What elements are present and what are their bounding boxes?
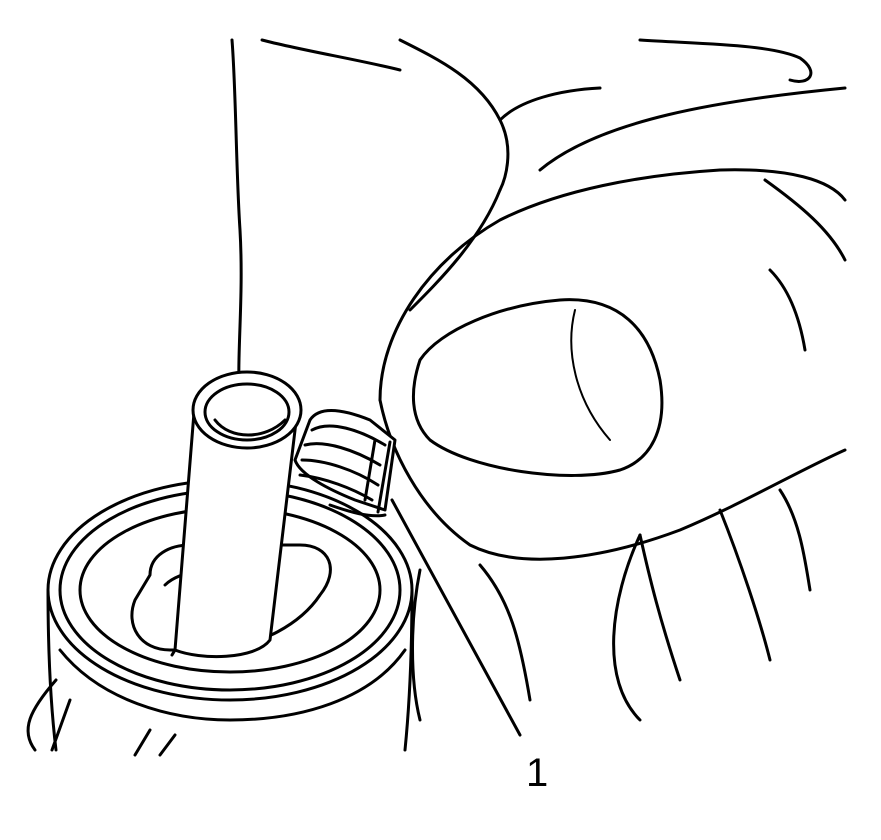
retainer-clip-icon — [293, 409, 397, 518]
tube-icon — [170, 370, 303, 658]
callout-number-1: 1 — [526, 751, 548, 795]
hand-icon — [230, 38, 847, 722]
callout-leader-line — [390, 498, 522, 737]
